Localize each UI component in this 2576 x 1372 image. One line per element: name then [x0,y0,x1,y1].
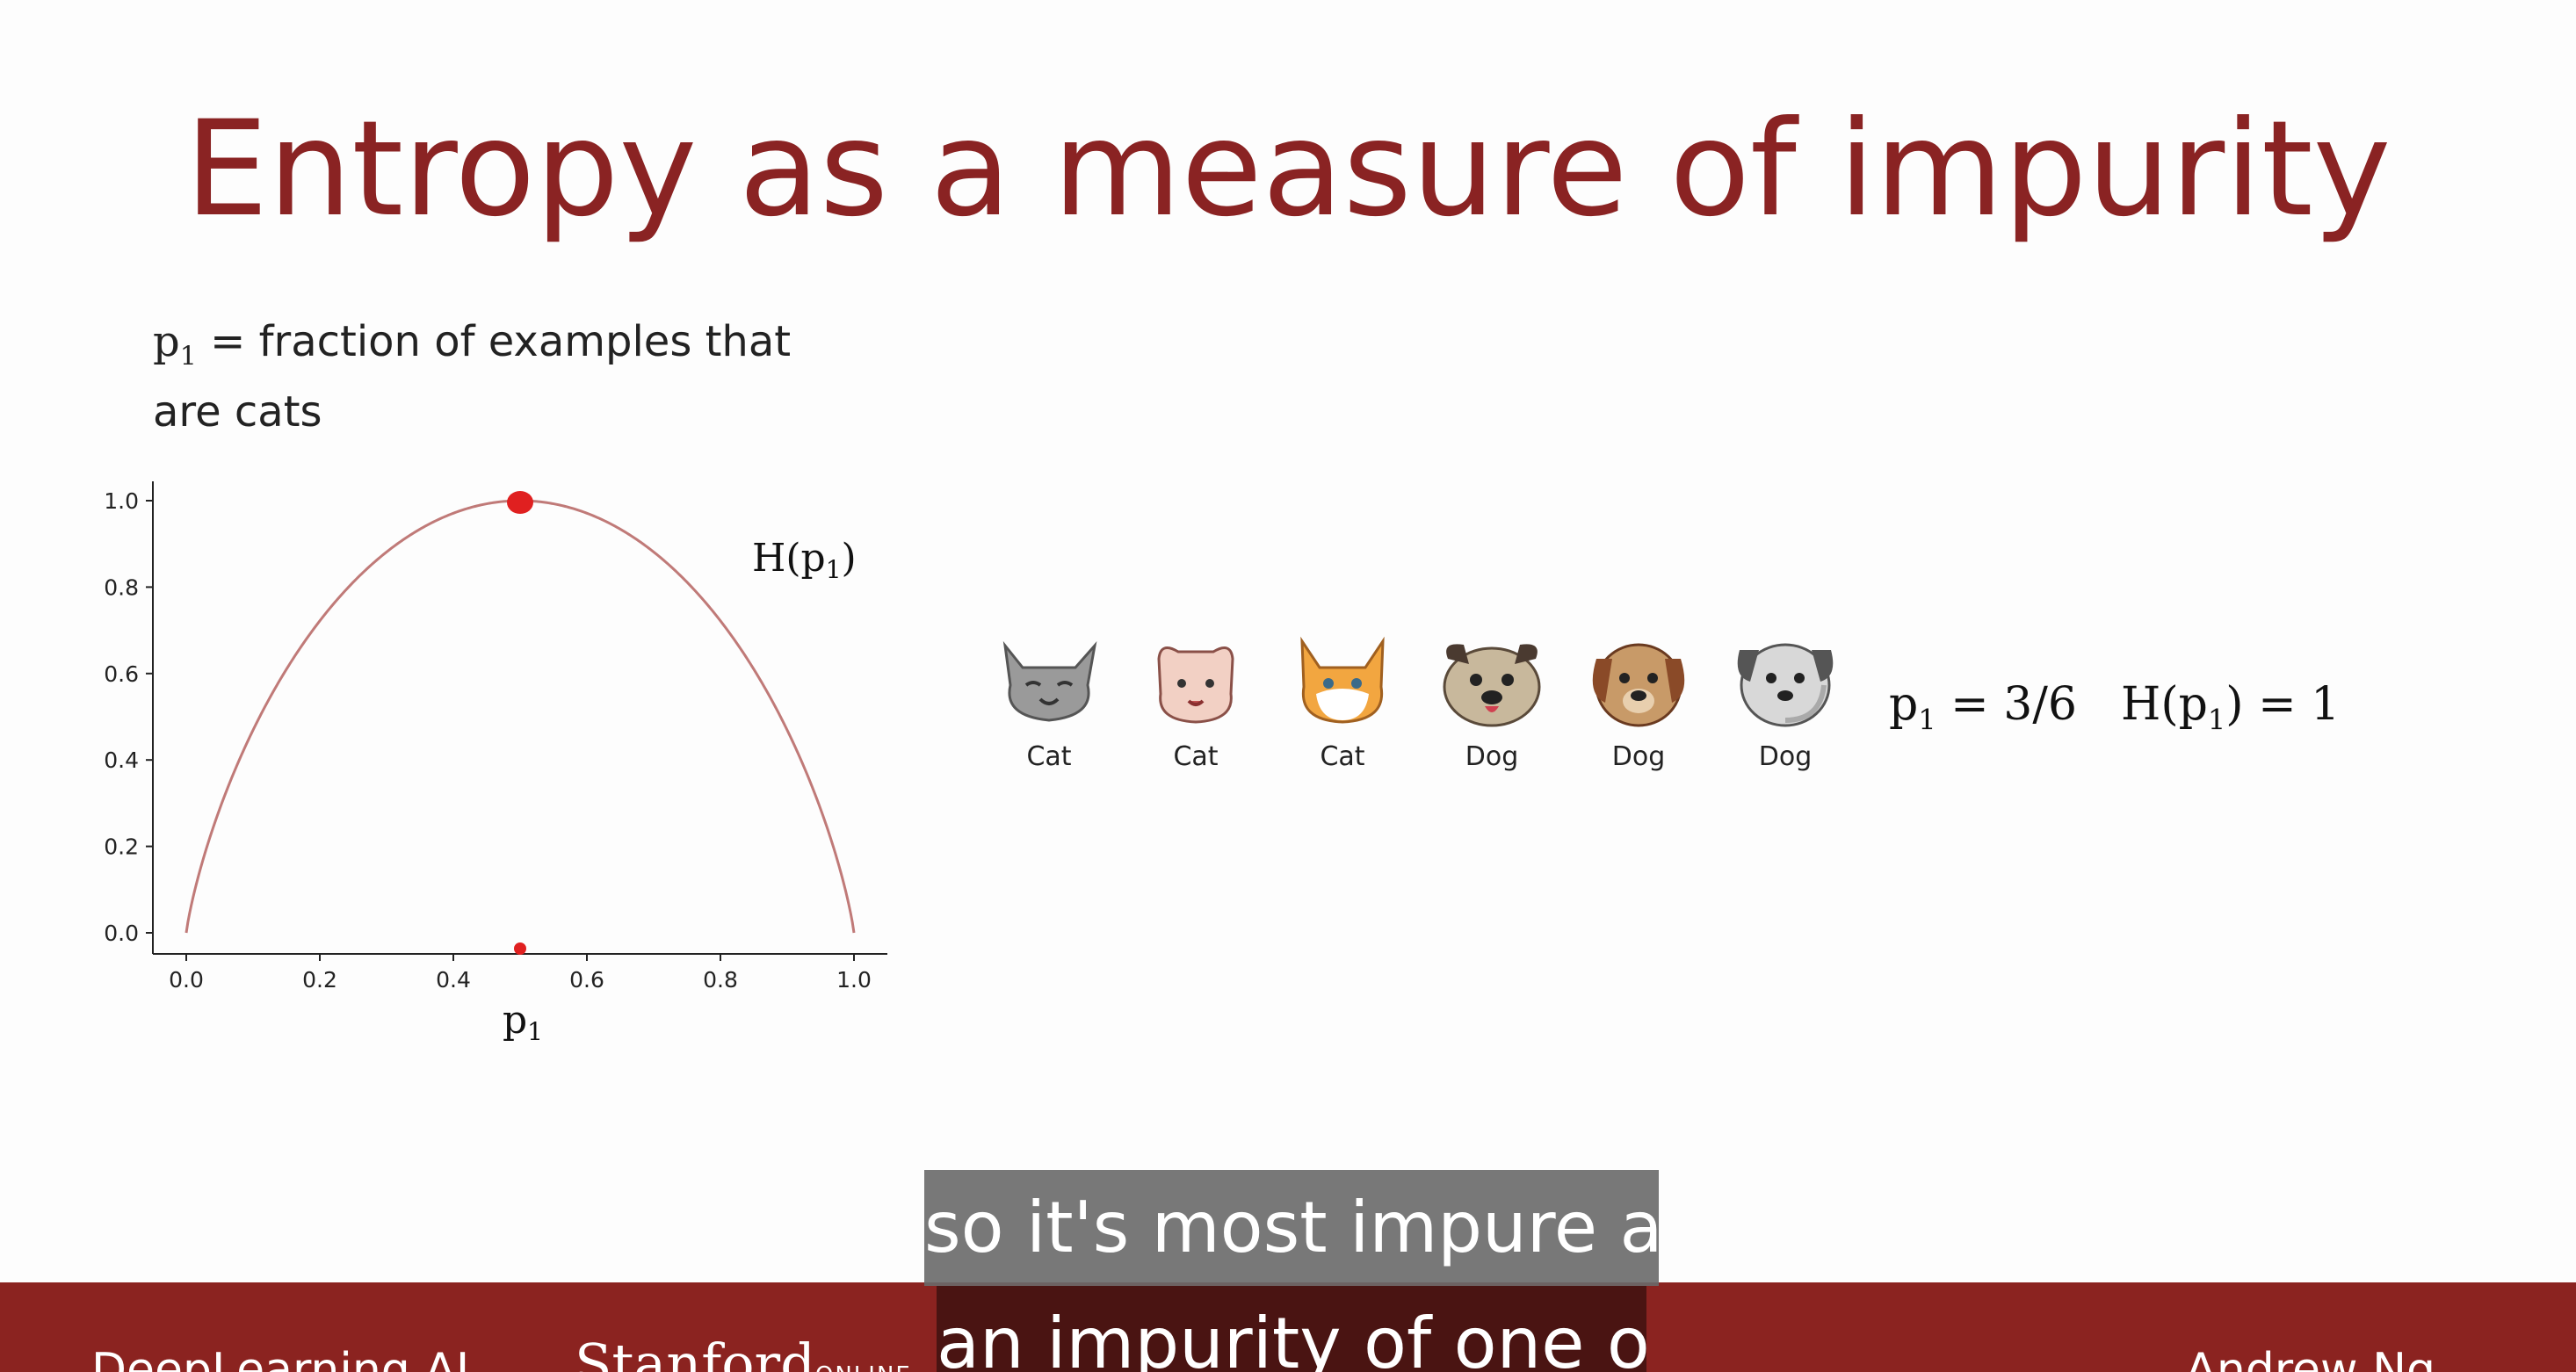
example-label: Cat [1026,741,1072,772]
example-6: Dog [1724,632,1847,772]
x-tick-label: 0.0 [169,967,204,993]
example-5: Dog [1577,632,1700,772]
example-3: Cat [1281,632,1404,772]
caption-line-2: an impurity of one or [937,1286,1646,1372]
x-tick-label: 0.4 [436,967,471,993]
gray-cat-icon [1002,640,1097,722]
slide-title: Entropy as a measure of impurity [185,93,2391,246]
example-label: Dog [1758,741,1813,772]
example-label: Cat [1320,741,1365,772]
pink-cat-icon [1157,646,1234,724]
y-ticks: 0.0 0.2 0.4 0.6 0.8 1.0 [104,488,153,946]
highlight-point [507,491,533,514]
y-tick-label: 0.2 [104,834,139,860]
example-1: Cat [988,632,1111,772]
stanford-online-logo: StanfordONLINE [575,1332,910,1372]
y-tick-label: 0.6 [104,661,139,687]
gray-dog-icon [1737,643,1834,727]
example-2: Cat [1134,632,1257,772]
example-label: Cat [1173,741,1219,772]
pug-dog-icon [1443,644,1541,727]
definition-text: p1 = fraction of examples that are cats [153,314,791,439]
definition-line-1: p1 = fraction of examples that [153,317,792,372]
caption-line-1: so it's most impure as [924,1170,1659,1286]
y-tick-label: 0.4 [104,747,139,773]
curve-label: H(p1) [752,536,857,584]
x-ticks: 0.0 0.2 0.4 0.6 0.8 1.0 [169,954,872,993]
y-tick-label: 0.8 [104,574,139,600]
x-tick-label: 0.6 [569,967,604,993]
x-tick-label: 0.8 [703,967,738,993]
deeplearning-ai-logo: DeepLearning.AI [91,1344,470,1372]
entropy-chart: 0.0 0.2 0.4 0.6 0.8 1.0 0.0 0.2 0.4 0.6 0.8 1.0 H(… [104,481,887,1046]
entropy-formula: p1 = 3/6 H(p1) = 1 [1889,678,2341,737]
y-tick-label: 0.0 [104,921,139,946]
x-tick-label: 0.2 [302,967,337,993]
y-tick-label: 1.0 [104,488,139,514]
x-axis-label: p1 [503,998,543,1046]
example-label: Dog [1611,741,1666,772]
brown-dog-icon [1592,643,1685,727]
x-tick-label: 1.0 [836,967,872,993]
x-axis-marker [514,942,526,955]
definition-line-2: are cats [153,386,322,437]
example-4: Dog [1430,632,1553,772]
author-name: Andrew Ng [2185,1344,2435,1372]
example-label: Dog [1465,741,1519,772]
orange-cat-icon [1300,636,1385,724]
